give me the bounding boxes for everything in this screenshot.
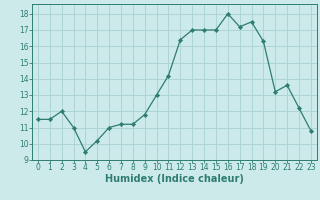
- X-axis label: Humidex (Indice chaleur): Humidex (Indice chaleur): [105, 174, 244, 184]
